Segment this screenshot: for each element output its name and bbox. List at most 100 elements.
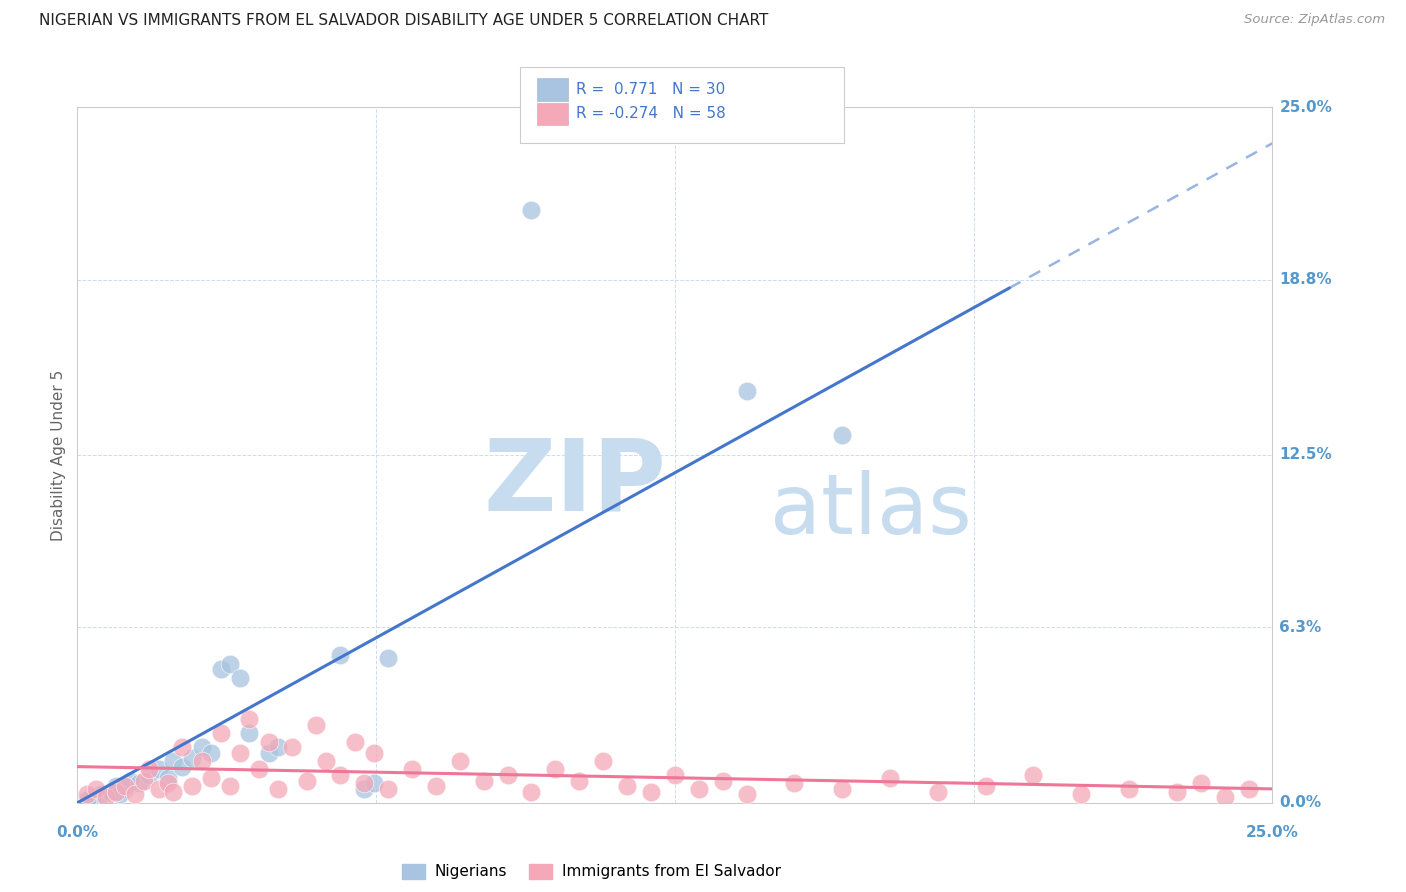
Point <box>831 428 853 442</box>
Point <box>1237 781 1260 796</box>
Point <box>162 754 184 768</box>
Text: 6.3%: 6.3% <box>1279 620 1322 635</box>
Text: Source: ZipAtlas.com: Source: ZipAtlas.com <box>1244 13 1385 27</box>
Point <box>157 776 180 790</box>
Point <box>172 759 194 773</box>
Point <box>162 785 184 799</box>
Text: 18.8%: 18.8% <box>1279 272 1331 287</box>
Point <box>1070 788 1092 802</box>
Point <box>90 788 112 802</box>
Point <box>449 754 471 768</box>
Point <box>783 776 806 790</box>
Point <box>974 779 997 793</box>
Point <box>138 768 160 782</box>
Point <box>267 781 290 796</box>
Point <box>86 781 108 796</box>
Point <box>1213 790 1236 805</box>
Point <box>377 781 399 796</box>
Point <box>1166 785 1188 799</box>
Point <box>267 740 290 755</box>
Point <box>496 768 519 782</box>
Point <box>138 763 160 777</box>
Point <box>592 754 614 768</box>
Point <box>181 751 204 765</box>
Point <box>353 776 375 790</box>
Point <box>281 740 304 755</box>
Point <box>343 734 366 748</box>
Point <box>134 773 156 788</box>
Point <box>329 768 352 782</box>
Point <box>200 746 222 760</box>
Text: R =  0.771   N = 30: R = 0.771 N = 30 <box>576 82 725 96</box>
Point <box>238 712 260 726</box>
Point <box>209 726 232 740</box>
Point <box>472 773 495 788</box>
Point <box>157 771 180 785</box>
Text: 0.0%: 0.0% <box>56 825 98 840</box>
Point <box>927 785 949 799</box>
Point <box>238 726 260 740</box>
Point <box>76 793 98 807</box>
Text: NIGERIAN VS IMMIGRANTS FROM EL SALVADOR DISABILITY AGE UNDER 5 CORRELATION CHART: NIGERIAN VS IMMIGRANTS FROM EL SALVADOR … <box>39 13 769 29</box>
Text: R = -0.274   N = 58: R = -0.274 N = 58 <box>576 106 727 120</box>
Point <box>735 788 758 802</box>
Point <box>425 779 447 793</box>
Point <box>181 779 204 793</box>
Text: 25.0%: 25.0% <box>1279 100 1333 114</box>
Point <box>616 779 638 793</box>
Point <box>190 740 212 755</box>
Point <box>114 779 136 793</box>
Point <box>104 779 127 793</box>
Point <box>305 718 328 732</box>
Point <box>114 781 136 796</box>
Point <box>209 662 232 676</box>
Point <box>219 779 242 793</box>
Point <box>879 771 901 785</box>
Text: ZIP: ZIP <box>484 434 666 532</box>
Point <box>148 763 170 777</box>
Point <box>831 781 853 796</box>
Point <box>377 651 399 665</box>
Point <box>229 746 252 760</box>
Y-axis label: Disability Age Under 5: Disability Age Under 5 <box>51 369 66 541</box>
Text: 12.5%: 12.5% <box>1279 448 1333 462</box>
Point <box>257 734 280 748</box>
Point <box>124 788 146 802</box>
Point <box>544 763 567 777</box>
Point <box>257 746 280 760</box>
Point <box>329 648 352 663</box>
Point <box>664 768 686 782</box>
Text: atlas: atlas <box>770 470 972 551</box>
Point <box>104 785 127 799</box>
Point <box>76 788 98 802</box>
Point <box>148 781 170 796</box>
Point <box>353 781 375 796</box>
Point <box>401 763 423 777</box>
Point <box>711 773 734 788</box>
Point <box>315 754 337 768</box>
Legend: Nigerians, Immigrants from El Salvador: Nigerians, Immigrants from El Salvador <box>396 857 786 886</box>
Point <box>94 790 117 805</box>
Point <box>219 657 242 671</box>
Point <box>688 781 710 796</box>
Point <box>1118 781 1140 796</box>
Point <box>110 788 132 802</box>
Point <box>1022 768 1045 782</box>
Point <box>100 785 122 799</box>
Point <box>80 790 103 805</box>
Point <box>520 202 543 217</box>
Point <box>568 773 591 788</box>
Text: 25.0%: 25.0% <box>1246 825 1299 840</box>
Point <box>735 384 758 398</box>
Point <box>640 785 662 799</box>
Text: 0.0%: 0.0% <box>1279 796 1322 810</box>
Point <box>190 754 212 768</box>
Point <box>295 773 318 788</box>
Point <box>229 671 252 685</box>
Point <box>363 746 385 760</box>
Point <box>520 785 543 799</box>
Point <box>363 776 385 790</box>
Point <box>172 740 194 755</box>
Point <box>247 763 270 777</box>
Point <box>128 776 150 790</box>
